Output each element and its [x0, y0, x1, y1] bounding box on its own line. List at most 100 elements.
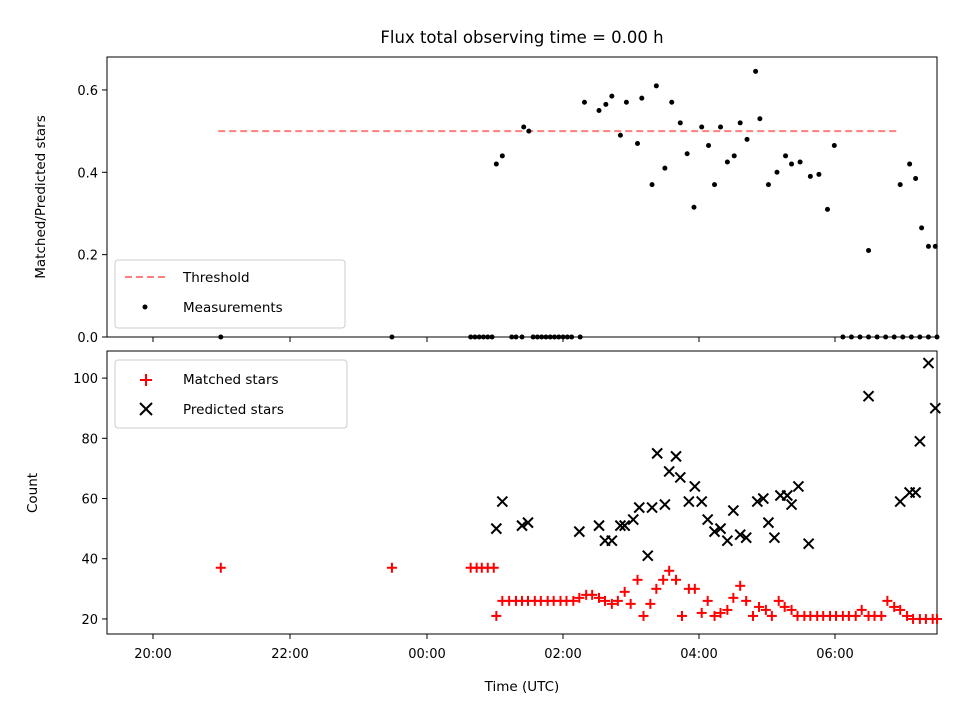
- measurement-point: [706, 143, 712, 149]
- predicted-star-marker: [689, 480, 701, 493]
- bottom-panel: 20 40 60 80 100 20:00 22:00 00:00 02:00 04:00 06:…: [25, 350, 942, 695]
- top-y-ticks: 0.0 0.2 0.4 0.6: [77, 84, 107, 346]
- bottom-legend: Matched stars Predicted stars: [114, 359, 348, 429]
- measurement-point: [737, 120, 743, 126]
- predicted-star-marker: [663, 465, 675, 478]
- measurement-point: [900, 334, 906, 340]
- matched-star-marker: [632, 574, 643, 585]
- matched-star-marker: [779, 601, 790, 612]
- top-panel: 0.0 0.2 0.4 0.6 Matched/Predicted stars Thr…: [33, 56, 940, 346]
- bottom-axes-frame: [106, 350, 938, 635]
- measurement-point: [831, 143, 837, 149]
- matched-star-marker: [856, 604, 867, 615]
- measurement-point: [560, 334, 566, 340]
- measurement-point: [934, 334, 940, 340]
- measurement-point: [891, 334, 897, 340]
- measurement-point: [932, 243, 938, 249]
- predicted-star-marker: [633, 501, 645, 514]
- measurement-point: [917, 334, 923, 340]
- matched-legend-swatch: [140, 374, 152, 386]
- predicted-star-marker: [674, 471, 687, 484]
- predicted-star-marker: [627, 513, 639, 526]
- matched-star-marker: [889, 601, 900, 612]
- predicted-star-marker: [708, 525, 721, 538]
- matched-star-marker: [696, 607, 707, 618]
- measurement-point: [635, 140, 641, 146]
- top-y-tick-label: 0.0: [77, 331, 98, 346]
- measurement-point: [712, 182, 718, 188]
- measurement-point: [530, 334, 536, 340]
- matched-star-marker: [677, 610, 688, 621]
- matched-star-marker: [902, 610, 913, 621]
- matched-star-marker: [876, 610, 887, 621]
- measurement-point: [907, 161, 913, 167]
- predicted-star-marker: [593, 519, 605, 532]
- measurement-point: [908, 334, 914, 340]
- measurement-point: [472, 334, 478, 340]
- matched-star-marker: [606, 598, 617, 609]
- measurement-point: [569, 334, 575, 340]
- predicted-star-marker: [516, 519, 528, 532]
- measurement-point: [623, 99, 629, 105]
- matched-star-marker: [735, 580, 746, 591]
- predicted-star-marker: [785, 498, 798, 511]
- predicted-star-marker: [721, 534, 734, 547]
- measurement-point: [757, 116, 763, 122]
- predicted-star-marker: [862, 390, 875, 402]
- measurement-point: [480, 334, 486, 340]
- matched-star-marker: [491, 610, 502, 621]
- measurement-point: [699, 124, 705, 130]
- predicted-star-marker: [757, 492, 770, 505]
- x-tick-label: 00:00: [408, 647, 445, 662]
- measurement-point: [840, 334, 846, 340]
- predicted-star-marker: [768, 531, 781, 544]
- measurement-point: [519, 334, 525, 340]
- predicted-star-marker: [670, 450, 682, 463]
- matched-star-marker: [645, 598, 656, 609]
- measurement-point: [718, 124, 724, 130]
- measurement-point: [684, 151, 690, 157]
- threshold-legend-label: Threshold: [182, 270, 250, 286]
- predicted-stars-points: [490, 357, 941, 562]
- measurement-point: [617, 132, 623, 138]
- measurement-point: [857, 334, 863, 340]
- measurement-point: [577, 334, 583, 340]
- measurement-point: [874, 334, 880, 340]
- matched-star-marker: [612, 595, 623, 606]
- measurement-point: [485, 334, 491, 340]
- matched-star-marker: [574, 592, 585, 603]
- predicted-star-marker: [683, 495, 695, 508]
- top-y-axis-label: Matched/Predicted stars: [33, 115, 49, 278]
- measurement-point: [669, 99, 675, 105]
- predicted-star-marker: [695, 495, 708, 508]
- bottom-y-ticks: 20 40 60 80 100: [73, 372, 107, 628]
- top-y-tick-label: 0.2: [77, 249, 98, 264]
- matched-star-marker: [766, 610, 777, 621]
- matched-star-marker: [773, 595, 784, 606]
- predicted-star-marker: [727, 504, 740, 517]
- predicted-star-marker: [929, 402, 941, 414]
- matched-star-marker: [895, 604, 906, 615]
- measurement-point: [866, 334, 872, 340]
- measurement-point: [489, 334, 495, 340]
- predicted-star-marker: [490, 522, 503, 535]
- predicted-star-marker: [659, 498, 671, 511]
- matched-star-marker: [728, 592, 739, 603]
- measurement-point: [534, 334, 540, 340]
- matched-star-marker: [702, 595, 713, 606]
- matched-star-marker: [568, 595, 579, 606]
- matched-star-marker: [651, 583, 662, 594]
- bottom-legend-box: [114, 359, 348, 429]
- x-tick-label: 20:00: [134, 647, 171, 662]
- predicted-star-marker: [802, 537, 815, 550]
- predicted-star-marker: [614, 519, 627, 532]
- measurement-point: [925, 243, 931, 249]
- predicted-star-marker: [922, 357, 935, 369]
- measurement-point: [493, 161, 499, 167]
- bottom-y-axis-label: Count: [25, 473, 41, 513]
- measurement-point: [824, 206, 830, 212]
- matched-star-marker: [760, 604, 771, 615]
- predicted-star-marker: [618, 519, 631, 532]
- matched-star-marker: [932, 613, 942, 624]
